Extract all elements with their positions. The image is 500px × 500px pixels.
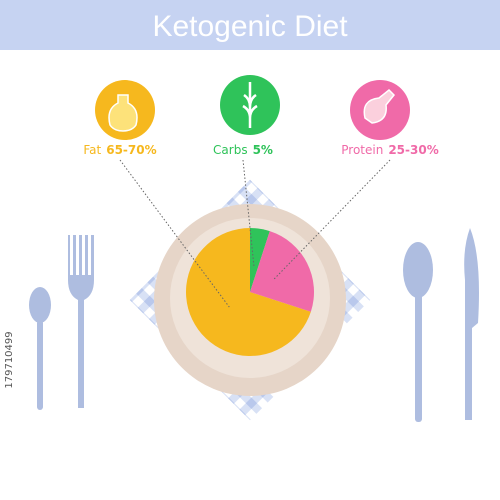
slice-label: Carbs 5%: [213, 143, 273, 157]
pie-slice: [250, 228, 270, 292]
stock-id: 179710499: [4, 331, 15, 388]
category-name: Fat: [83, 143, 101, 157]
slice-label: Protein 25-30%: [341, 143, 438, 157]
leader-line: [119, 159, 230, 308]
value-label: 25-30%: [388, 143, 438, 157]
value-label: 65-70%: [106, 143, 156, 157]
header-band: [0, 0, 500, 50]
chart-title: Ketogenic Diet: [152, 10, 348, 43]
slice-label: Fat 65-70%: [83, 143, 156, 157]
leader-line: [272, 159, 391, 281]
wheat-icon: [242, 82, 258, 128]
ham-icon: [363, 88, 396, 124]
category-name: Protein: [341, 143, 383, 157]
pie-slice: [186, 228, 311, 356]
leader-line: [242, 159, 255, 267]
labels: Fat 65-70% Carbs 5% Protein 25-30%: [83, 143, 439, 308]
oil-bottle-icon: [108, 94, 138, 132]
value-label: 5%: [253, 143, 273, 157]
pie: [186, 228, 314, 356]
category-name: Carbs: [213, 143, 248, 157]
cutlery: [29, 228, 479, 422]
